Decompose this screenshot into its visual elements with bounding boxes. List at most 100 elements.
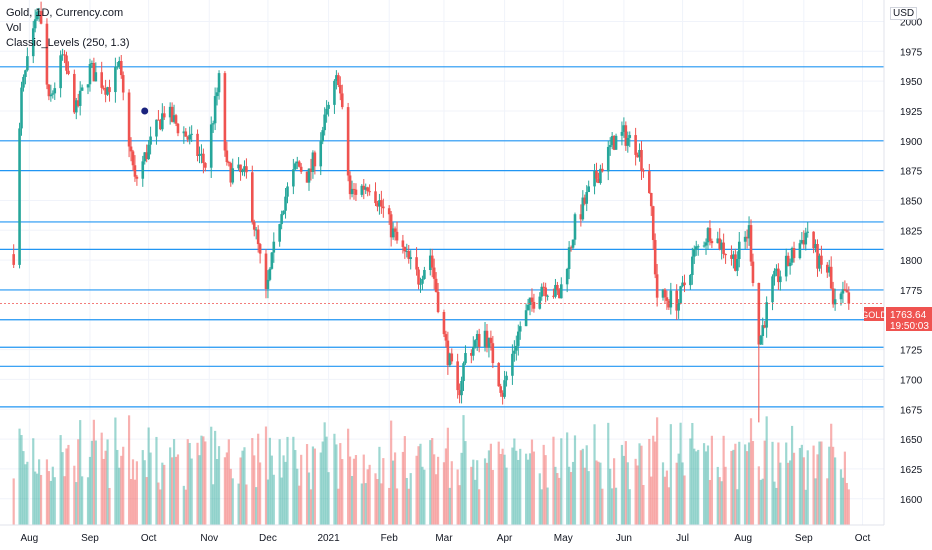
volume-legend[interactable]: Vol [6, 22, 22, 34]
volume-bar [255, 487, 258, 525]
volume-bar [720, 481, 723, 525]
volume-bar [771, 441, 774, 525]
candle-body [734, 254, 737, 271]
volume-bar [431, 438, 434, 525]
candle-body [718, 238, 722, 250]
candle-body [806, 231, 810, 233]
candle-body [45, 23, 49, 85]
volume-bar [38, 459, 41, 525]
volume-bar [237, 483, 240, 525]
volume-bar [478, 489, 481, 525]
candle-body [777, 268, 780, 283]
volume-bar [157, 482, 160, 525]
candle-body [59, 55, 62, 89]
candle-body [387, 208, 391, 215]
candle-body [524, 310, 528, 327]
x-tick-label: Feb [381, 533, 399, 544]
volume-bar [253, 455, 256, 525]
volume-bar [403, 436, 406, 525]
volume-bar [184, 489, 187, 525]
currency-label[interactable]: USD [890, 7, 918, 20]
volume-bar [67, 444, 70, 525]
volume-bar [802, 457, 805, 525]
volume-bar [695, 451, 698, 525]
candle-body [295, 161, 299, 164]
candle-body [620, 131, 624, 136]
candle-body [538, 296, 542, 309]
volume-bar [806, 450, 809, 525]
volume-bar [622, 455, 625, 525]
volume-bar [129, 479, 133, 525]
volume-bar [143, 460, 146, 525]
volume-bar [747, 442, 751, 525]
candle-body [108, 87, 111, 93]
volume-bar [730, 450, 733, 525]
candle-body [12, 254, 15, 265]
candle-body [229, 163, 233, 183]
candle-body [401, 240, 405, 247]
candle-body [560, 284, 563, 299]
candle-body [250, 172, 254, 223]
symbol-title[interactable]: Gold, 1D, Currency.com [6, 7, 124, 19]
volume-bar [517, 459, 520, 525]
volume-bar [149, 452, 152, 525]
candle-body [339, 84, 342, 94]
volume-bar [704, 451, 708, 525]
volume-bar [231, 478, 234, 525]
x-tick-label: Aug [734, 533, 752, 544]
candle-body [593, 171, 596, 187]
candle-body [311, 152, 315, 172]
last-price-tag: GOLD 1763.64 19:50:03 [861, 307, 932, 332]
volume-bar [568, 466, 571, 525]
volume-bar [360, 483, 363, 525]
y-tick-label: 1800 [900, 256, 923, 267]
volume-bar [706, 445, 710, 525]
candle-body [696, 246, 700, 248]
volume-bar [566, 432, 569, 525]
candle-body [458, 390, 461, 396]
volume-bar [798, 447, 802, 525]
candle-body [636, 154, 639, 158]
volume-bar [583, 467, 586, 525]
volume-bar [442, 462, 446, 525]
indicator-legend[interactable]: Classic_Levels (250, 1.3) [6, 37, 130, 49]
candle-body [638, 149, 641, 158]
candle-body [706, 228, 710, 243]
volume-bar [20, 435, 23, 525]
volume-bar [81, 476, 84, 525]
volume-bar [245, 484, 248, 525]
candle-body [597, 178, 600, 184]
bar-countdown: 19:50:03 [890, 321, 929, 332]
volume-bar [474, 479, 477, 525]
candle-body [829, 266, 833, 289]
candle-body [722, 242, 725, 254]
candle-body [159, 120, 162, 130]
volume-bar [828, 446, 831, 525]
volume-bar [501, 448, 504, 525]
volume-bar [579, 450, 582, 525]
y-tick-label: 1900 [900, 137, 923, 148]
volume-bar [716, 466, 719, 525]
candle-body [423, 270, 426, 279]
candle-body [730, 255, 733, 259]
volume-bar [88, 456, 92, 525]
volume-bar [77, 439, 80, 525]
volume-bar [348, 456, 352, 525]
candle-body [280, 214, 283, 225]
volume-bar [341, 459, 344, 525]
candle-body [513, 350, 516, 354]
candle-body [254, 229, 258, 231]
candle-body [162, 113, 166, 118]
candle-body [773, 270, 776, 277]
candle-body [516, 331, 520, 346]
candle-body [606, 146, 610, 172]
volume-bar [327, 472, 330, 525]
candle-body [784, 255, 788, 277]
candle-body [266, 279, 270, 289]
candle-body [628, 135, 632, 138]
volume-bar [34, 471, 37, 525]
volume-bar [652, 435, 655, 525]
candle-body [78, 90, 82, 106]
candle-body [211, 123, 215, 125]
